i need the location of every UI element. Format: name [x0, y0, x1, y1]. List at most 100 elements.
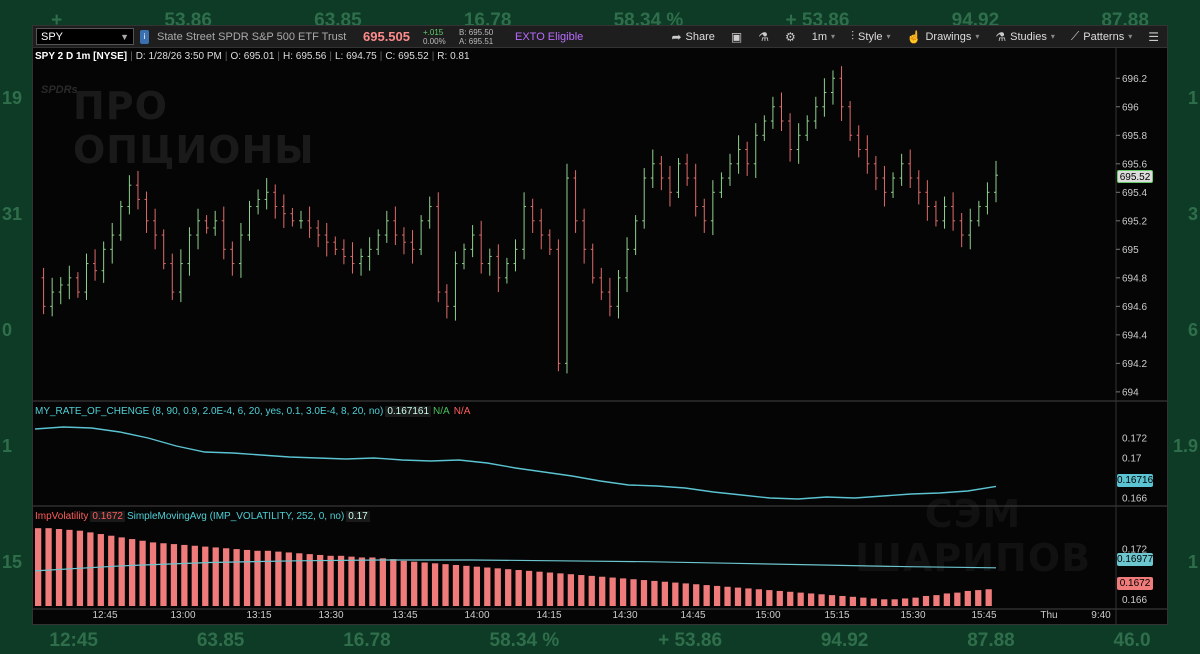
- chart-window: SPY ▼ i State Street SPDR S&P 500 ETF Tr…: [32, 25, 1168, 625]
- iv-bar-13: [170, 544, 178, 606]
- iv-bar-26: [306, 554, 313, 606]
- share-button[interactable]: ➦ Share: [663, 30, 722, 44]
- chart-canvas[interactable]: 696.2 696 695.8 695.6 695.4 695.2 695 694.8 694.…: [33, 26, 1167, 624]
- iv-bar-42: [473, 566, 480, 606]
- spdr-logo: SPDRs: [41, 84, 78, 96]
- gear-icon: ⚙: [784, 29, 796, 44]
- iv-bar-29: [337, 555, 345, 606]
- bid-ask: B: 695.50 A: 695.51: [459, 28, 511, 46]
- chevron-down-icon: ▼: [120, 31, 129, 42]
- iv-bar-50: [557, 573, 564, 606]
- iv-bar-80: [870, 598, 877, 606]
- chart-header: SPY 2 D 1m [NYSE] | D: 1/28/26 3:50 PM |…: [35, 50, 470, 62]
- iv-label: ImpVolatility: [35, 511, 89, 522]
- iv-bar-58: [640, 580, 648, 606]
- iv-value: 0.1672: [90, 511, 125, 522]
- bg-side-right-4: 1: [1187, 551, 1198, 572]
- patterns-label: Patterns: [1083, 30, 1125, 43]
- iv-bar-87: [943, 593, 951, 606]
- flask-button[interactable]: ⚗: [750, 30, 777, 44]
- iv-bar-73: [797, 592, 804, 606]
- iv-bar-48: [536, 571, 543, 606]
- timeframe-button[interactable]: 1m ▾: [804, 31, 843, 43]
- background-side-left: 19 31 0 1 15: [0, 40, 30, 620]
- chevron-down-icon: ▾: [831, 32, 836, 41]
- bg-side-left-3: 1: [2, 435, 13, 456]
- iv-bar-56: [619, 578, 627, 606]
- iv-bar-11: [149, 542, 157, 606]
- roc-value-tag: 0.16716: [1117, 474, 1154, 487]
- sma-line: [34, 559, 997, 572]
- chevron-down-icon: ▾: [886, 32, 891, 41]
- iv-bar-69: [755, 589, 763, 606]
- iv-bar-59: [651, 580, 658, 606]
- sma-value-tag: 0.16977: [1117, 553, 1154, 566]
- iv-bar-86: [933, 595, 940, 606]
- snapshot-button[interactable]: ▣: [723, 30, 750, 44]
- chart-symbol-line: SPY 2 D 1m [NYSE]: [35, 50, 128, 62]
- iv-bar-61: [672, 582, 679, 606]
- drawings-button[interactable]: ☝ Drawings ▾: [899, 30, 988, 44]
- iv-bar-52: [578, 575, 585, 606]
- bg-ticker-bottom-7: 46.0: [1113, 630, 1151, 651]
- time-tick-label-1: 13:00: [170, 610, 195, 621]
- iv-bar-76: [828, 595, 836, 606]
- iv-bar-57: [630, 579, 637, 606]
- exto-eligible-link[interactable]: EXTO Eligible: [515, 30, 584, 43]
- roc-line: [34, 426, 997, 500]
- roc-tick-label-0: 0.172: [1122, 434, 1147, 445]
- symbol-selector[interactable]: SPY ▼: [36, 28, 134, 45]
- iv-bar-14: [181, 544, 188, 606]
- iv-bar-77: [839, 595, 846, 606]
- time-tick-label-3: 13:30: [318, 610, 343, 621]
- iv-bar-68: [745, 588, 752, 606]
- hamburger-menu-icon: ☰: [1148, 29, 1159, 44]
- time-tick-label-13: Thu: [1040, 610, 1057, 621]
- studies-button[interactable]: ⚗ Studies ▾: [987, 30, 1062, 44]
- style-button[interactable]: ⫶ Style ▾: [843, 29, 899, 44]
- bg-ticker-bottom-5: 94.92: [820, 630, 869, 651]
- iv-bar-54: [599, 576, 606, 606]
- roc-tick-label-3: 0.166: [1122, 494, 1147, 505]
- time-tick-label-11: 15:30: [900, 610, 925, 621]
- price-tick-label-3: 695.6: [1122, 159, 1147, 170]
- iv-bar-25: [296, 553, 303, 606]
- price-tick-label-7: 694.8: [1122, 273, 1147, 284]
- iv-bar-20: [243, 549, 251, 606]
- flask-icon: ⚗: [995, 29, 1007, 44]
- price-tick-label-11: 694: [1122, 387, 1139, 398]
- iv-bar-8: [118, 537, 125, 606]
- iv-bar-41: [463, 565, 470, 606]
- sma-label: SimpleMovingAvg (IMP_VOLATILITY, 252, 0,…: [126, 511, 345, 522]
- iv-bar-23: [275, 551, 282, 606]
- chevron-down-icon: ▾: [975, 32, 980, 41]
- studies-label: Studies: [1010, 30, 1047, 43]
- bar-date: D: 1/28/26 3:50 PM: [135, 50, 222, 62]
- info-icon[interactable]: i: [140, 29, 149, 44]
- settings-button[interactable]: ⚙: [777, 30, 804, 44]
- iv-bar-75: [818, 594, 825, 606]
- last-price-tag: 695.52: [1117, 170, 1153, 183]
- bg-ticker-bottom-4: + 53.86: [658, 630, 723, 651]
- iv-bar-36: [411, 561, 418, 606]
- patterns-button[interactable]: ⟋ Patterns ▾: [1063, 29, 1140, 44]
- iv-bar-7: [108, 535, 115, 606]
- bg-side-left-1: 31: [2, 203, 23, 224]
- roc-na-2: N/A: [453, 406, 471, 417]
- iv-bar-40: [452, 565, 460, 606]
- share-icon: ➦: [671, 29, 682, 44]
- bg-ticker-bottom-2: 16.78: [343, 630, 391, 651]
- iv-bar-74: [807, 593, 815, 606]
- bid-value: B: 695.50: [459, 27, 494, 37]
- bg-ticker-bottom-1: 63.85: [196, 630, 245, 651]
- hand-pointer-icon: ☝: [906, 29, 922, 44]
- roc-na-1: N/A: [433, 406, 450, 417]
- drawings-label: Drawings: [925, 30, 972, 43]
- chevron-down-icon: ▾: [1128, 32, 1133, 41]
- iv-tick-label-0: 0.172: [1122, 545, 1147, 556]
- iv-study-label: ImpVolatility 0.1672 SimpleMovingAvg (IM…: [33, 510, 370, 523]
- iv-bar-53: [588, 575, 595, 606]
- bg-ticker-top-0: +: [51, 10, 63, 31]
- menu-button[interactable]: ☰: [1140, 30, 1167, 44]
- price-change: +.015 0.00%: [423, 28, 459, 46]
